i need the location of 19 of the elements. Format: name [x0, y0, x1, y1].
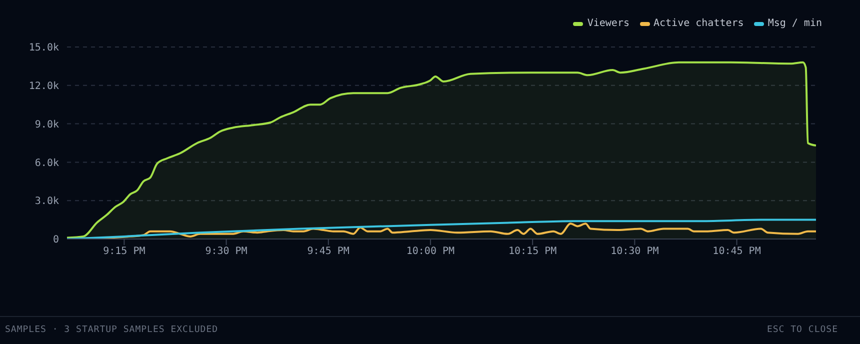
y-tick-label: 0 — [52, 234, 59, 246]
legend-label: Active chatters — [654, 18, 744, 29]
legend-label: Viewers — [587, 18, 630, 29]
x-tick-label: 9:15 PM — [103, 246, 146, 258]
x-tick-label: 10:00 PM — [406, 246, 455, 258]
y-tick-label: 12.0k — [28, 80, 59, 92]
y-tick-label: 6.0k — [34, 158, 59, 169]
y-tick-label: 3.0k — [34, 196, 59, 208]
x-tick-label: 9:30 PM — [205, 246, 248, 258]
legend-label: Msg / min — [768, 18, 822, 29]
x-tick-label: 10:15 PM — [508, 246, 557, 258]
y-tick-label: 15.0k — [28, 42, 59, 54]
x-tick-label: 9:45 PM — [307, 246, 350, 258]
y-tick-label: 9.0k — [34, 119, 59, 130]
x-tick-label: 10:30 PM — [610, 246, 659, 258]
x-tick-label: 10:45 PM — [712, 246, 761, 258]
line-series — [67, 218, 816, 239]
text: SAMPLES · 3 STARTUP SAMPLES EXCLUDED — [5, 325, 218, 335]
text: ESC TO CLOSE — [766, 325, 838, 335]
